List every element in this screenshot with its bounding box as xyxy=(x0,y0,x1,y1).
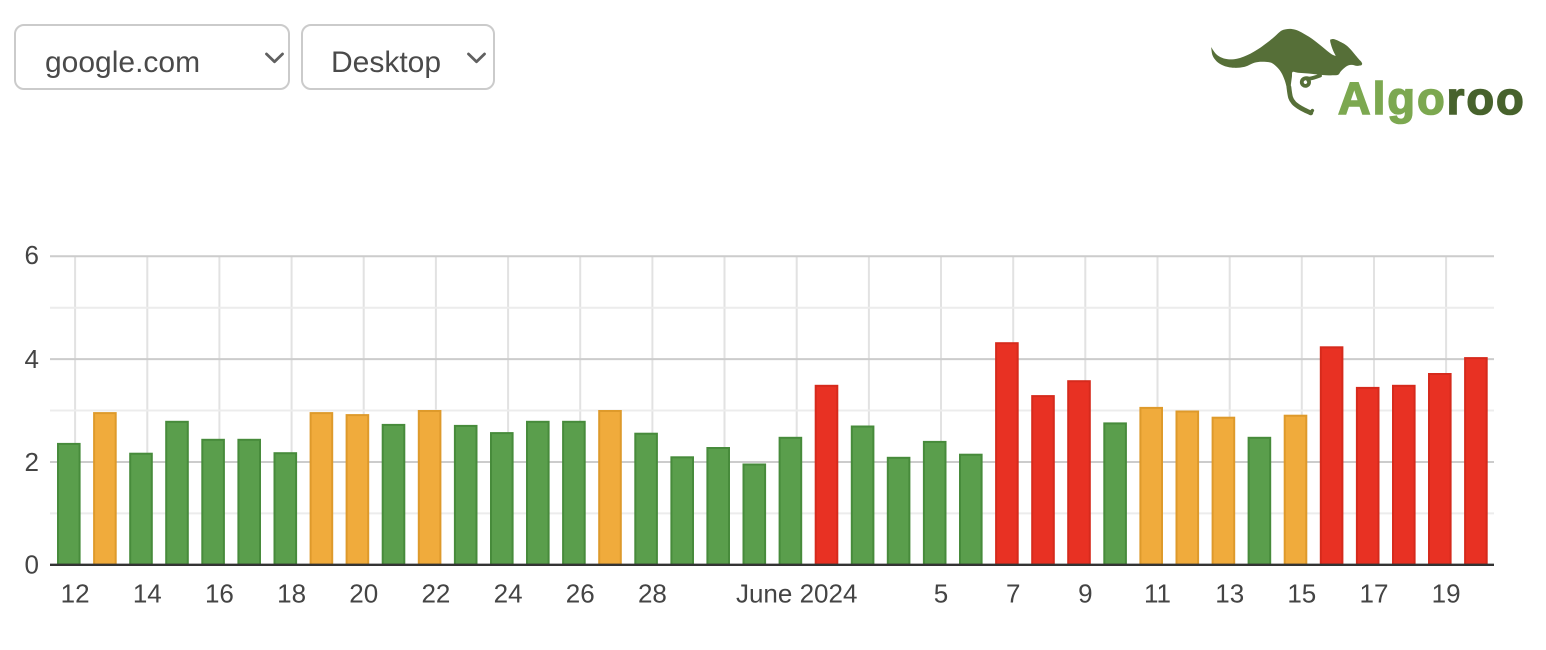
svg-text:13: 13 xyxy=(1215,579,1244,609)
svg-text:19: 19 xyxy=(1432,579,1461,609)
svg-text:6: 6 xyxy=(25,240,39,270)
svg-text:22: 22 xyxy=(421,579,450,609)
svg-text:15: 15 xyxy=(1287,579,1316,609)
svg-text:5: 5 xyxy=(934,579,948,609)
svg-text:24: 24 xyxy=(494,579,523,609)
svg-text:17: 17 xyxy=(1360,579,1389,609)
svg-text:20: 20 xyxy=(349,579,378,609)
svg-text:12: 12 xyxy=(61,579,90,609)
svg-text:18: 18 xyxy=(277,579,306,609)
svg-text:26: 26 xyxy=(566,579,595,609)
svg-text:16: 16 xyxy=(205,579,234,609)
svg-text:0: 0 xyxy=(25,550,39,580)
svg-text:2: 2 xyxy=(25,447,39,477)
svg-text:11: 11 xyxy=(1144,579,1171,609)
svg-text:28: 28 xyxy=(638,579,667,609)
svg-text:Algoroo: Algoroo xyxy=(1338,73,1526,124)
svg-text:4: 4 xyxy=(25,344,39,374)
svg-text:14: 14 xyxy=(133,579,162,609)
svg-text:9: 9 xyxy=(1078,579,1092,609)
svg-text:7: 7 xyxy=(1006,579,1020,609)
svg-text:June 2024: June 2024 xyxy=(736,579,857,609)
